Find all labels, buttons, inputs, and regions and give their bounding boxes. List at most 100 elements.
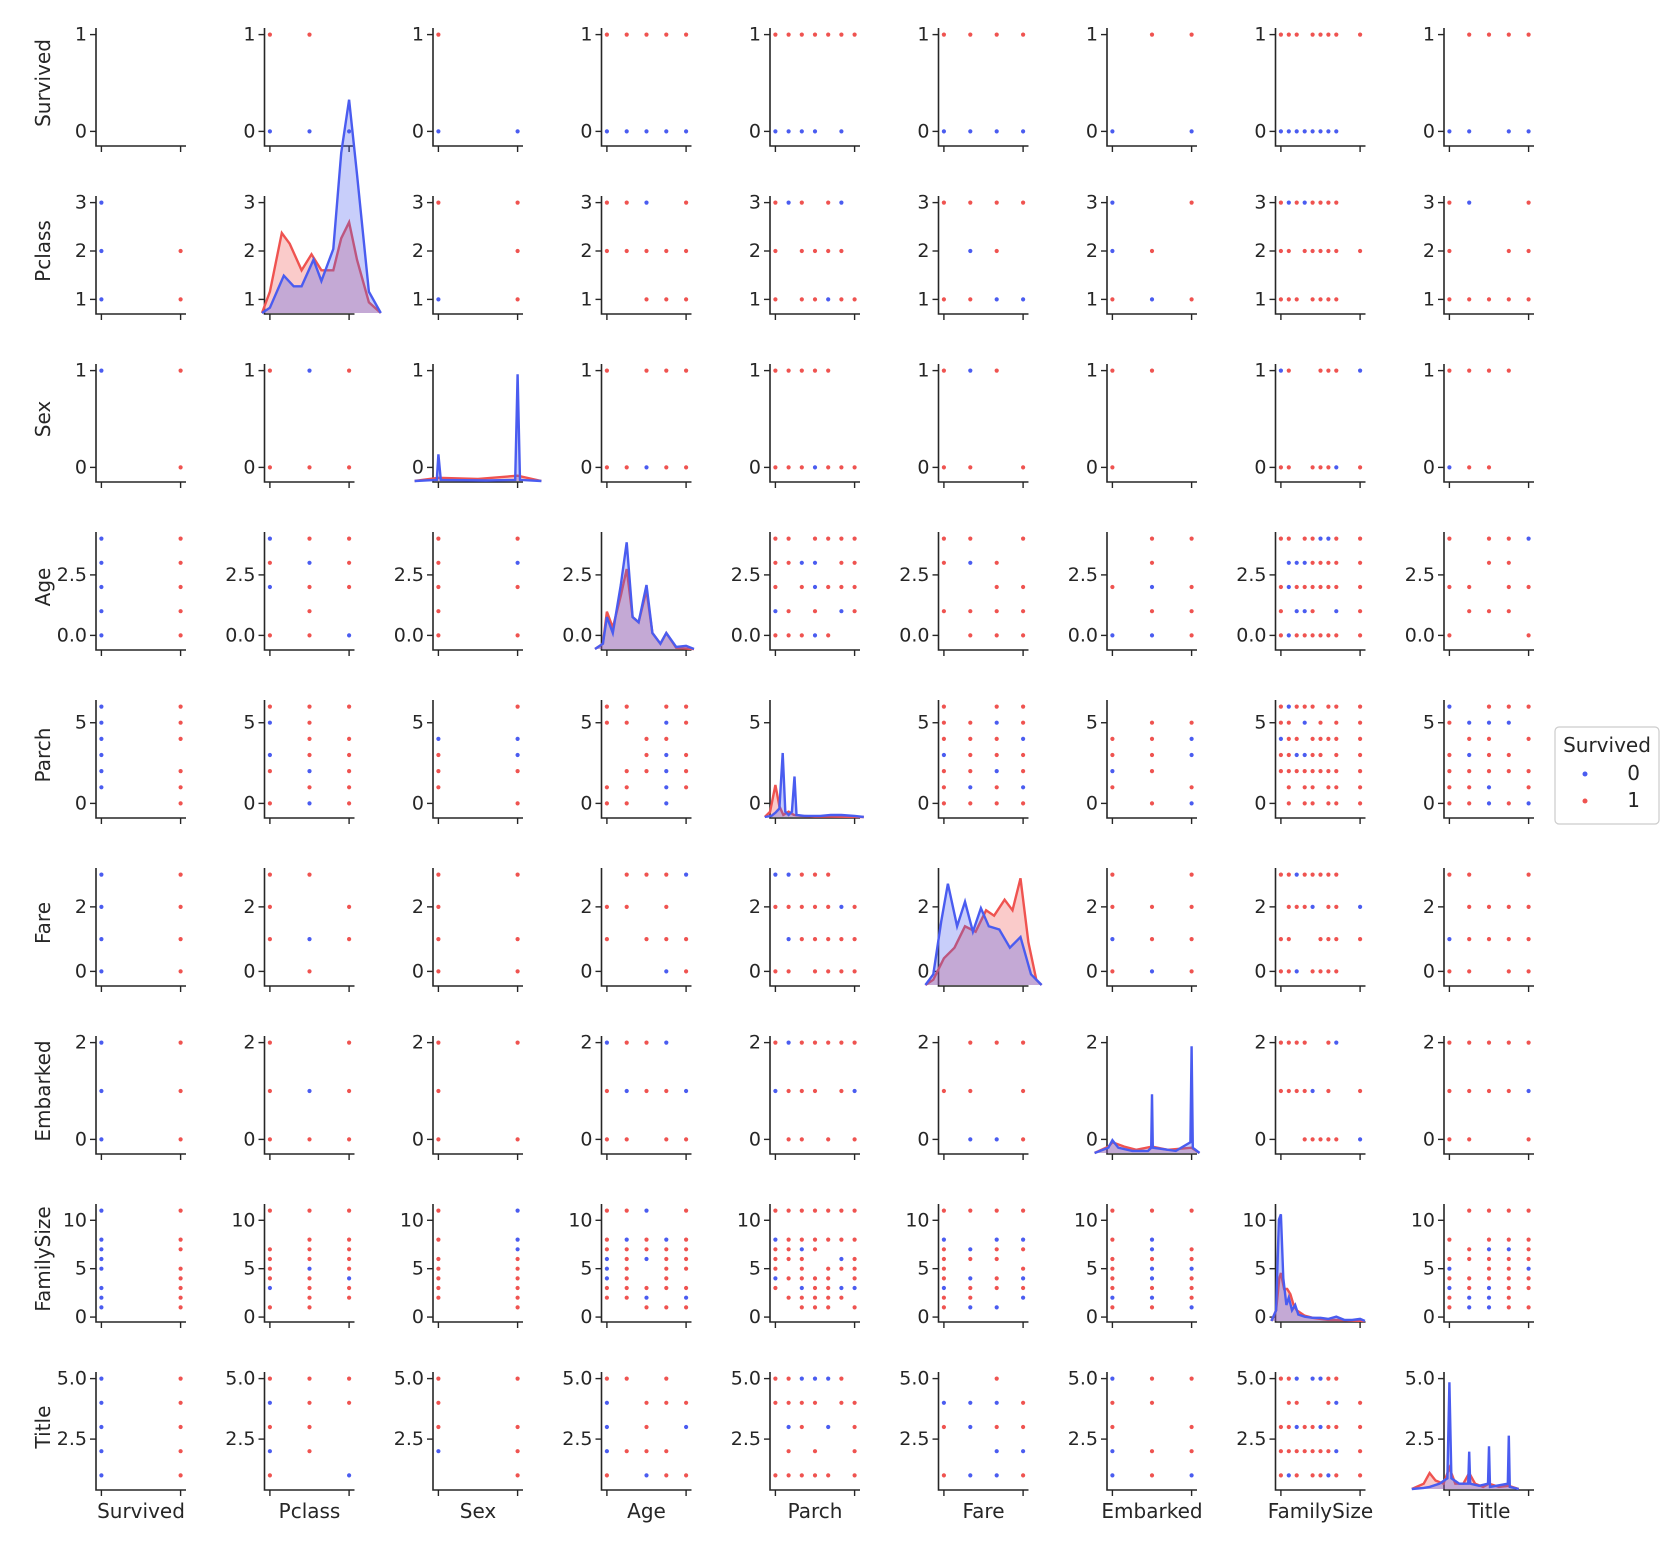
scatter-point [1286,704,1291,709]
scatter-point [1358,1400,1363,1405]
scatter-point [1526,969,1531,974]
scatter-point [1486,297,1492,302]
cell-sex-vs-parch: 01 [749,360,860,488]
scatter-point [941,465,947,470]
y-axis-label-survived: Survived [31,39,55,127]
y-tick-label: 5 [1254,1258,1266,1280]
y-tick-label: 2.5 [394,564,424,586]
cell-fare-vs-familysize: 02 [1254,868,1366,992]
scatter-point [786,1473,791,1478]
scatter-point [1486,1247,1492,1252]
scatter-point [1447,801,1452,806]
scatter-point [799,200,804,205]
y-tick-label: 0 [243,792,255,814]
scatter-point [1189,785,1194,790]
axis-spine [1274,1036,1366,1155]
scatter-point [1110,368,1115,373]
scatter-point [1149,736,1155,742]
scatter-point [644,1285,649,1291]
scatter-point [178,720,183,725]
scatter-point [1310,248,1315,254]
scatter-point [941,368,947,373]
scatter-point [347,904,352,910]
y-tick-label: 1 [1086,288,1098,310]
scatter-point [826,1473,831,1478]
scatter-point [1294,736,1299,742]
y-tick-label: 2.5 [1405,1428,1435,1450]
scatter-point [644,32,649,37]
scatter-point [786,200,791,205]
scatter-point [515,584,520,590]
scatter-point [604,801,610,806]
scatter-point [994,200,999,205]
scatter-point [994,1305,999,1310]
scatter-point [1318,736,1323,742]
scatter-point [1318,32,1323,37]
scatter-point [267,1276,272,1281]
y-tick-label: 0 [1086,120,1098,142]
kde-line-class0 [261,99,382,314]
y-tick-label: 2 [1254,240,1266,262]
y-tick-label: 2 [1086,896,1098,918]
cell-parch-vs-fare: 05 [917,700,1029,824]
scatter-point [994,1473,999,1478]
scatter-point [1021,1247,1026,1252]
scatter-point [839,969,844,974]
y-tick-label: 1 [917,288,929,310]
scatter-point [852,1276,857,1281]
scatter-point [1286,785,1291,790]
y-tick-label: 1 [1254,288,1266,310]
scatter-point [1302,1137,1307,1142]
y-tick-label: 10 [1074,1209,1098,1231]
scatter-point [604,200,610,205]
scatter-point [664,129,669,134]
scatter-point [267,560,272,565]
axis-spine [769,700,860,819]
y-axis-label-embarked: Embarked [31,1040,55,1141]
scatter-point [1110,937,1115,942]
y-tick-label: 0 [1254,456,1266,478]
scatter-point [604,1295,610,1300]
scatter-point [773,297,778,302]
scatter-point [1447,1285,1452,1291]
y-axis-label-age: Age [31,568,55,607]
scatter-point [1358,720,1363,725]
scatter-point [1189,904,1194,910]
y-tick-label: 5 [1423,1258,1435,1280]
scatter-point [1278,1376,1283,1381]
scatter-point [1294,1040,1299,1045]
y-tick-label: 2.5 [1236,1428,1266,1450]
scatter-point [307,32,312,37]
cell-parch-vs-age: 05 [580,700,692,824]
scatter-point [1334,704,1339,709]
scatter-point [515,560,520,565]
scatter-point [852,32,857,37]
scatter-point [664,736,669,742]
scatter-point [994,785,999,790]
y-tick-label: 2.5 [731,564,761,586]
axis-spine [1106,868,1197,987]
cell-fare-vs-survived: 02 [75,868,186,992]
scatter-point [1021,720,1026,725]
scatter-point [178,1208,183,1213]
axis-spine [1106,1372,1197,1491]
y-tick-label: 5 [1254,712,1266,734]
scatter-point [1467,584,1472,590]
scatter-point [436,1088,441,1094]
scatter-point [1318,720,1323,725]
scatter-point [1526,1137,1531,1142]
scatter-point [852,1305,857,1310]
scatter-point [812,129,818,134]
scatter-point [624,32,629,37]
scatter-point [1021,1237,1026,1242]
scatter-point [1506,584,1511,590]
scatter-point [664,1266,669,1271]
scatter-point [624,1256,629,1262]
scatter-point [1506,1295,1511,1300]
scatter-point [1294,769,1299,774]
y-tick-label: 1 [75,24,87,46]
scatter-point [1149,1305,1155,1310]
x-axis-label-title: Title [1467,1499,1511,1523]
scatter-point [1286,368,1291,373]
scatter-point [664,937,669,942]
